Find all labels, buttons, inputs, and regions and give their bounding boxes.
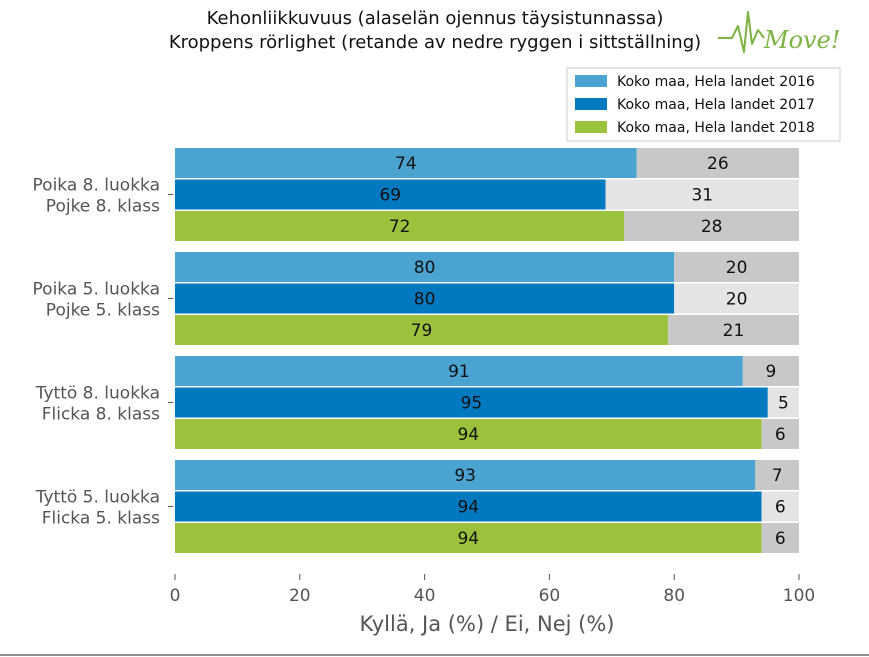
x-tick-label: 60	[539, 586, 561, 606]
legend-box	[566, 67, 841, 142]
bar-no	[767, 387, 799, 418]
bar-yes	[175, 211, 625, 241]
x-axis-label: Kyllä, Ja (%) / Ei, Nej (%)	[360, 612, 615, 636]
legend-swatch	[575, 75, 607, 87]
logo-text: Move!	[763, 26, 840, 54]
chart-title-line-2: Kroppens rörlighet (retande av nedre ryg…	[169, 32, 701, 53]
bar-no-value-label: 20	[726, 290, 748, 310]
category-label-sv: Flicka 8. klass	[42, 405, 160, 425]
bar-yes-value-label: 91	[448, 362, 470, 382]
bar-yes-value-label: 72	[389, 217, 411, 237]
bar-yes-value-label: 69	[379, 186, 401, 206]
bar-yes	[175, 283, 675, 314]
bar-no-value-label: 31	[691, 186, 713, 206]
bar-no	[605, 179, 799, 210]
bar-yes	[175, 387, 768, 418]
legend-label: Koko maa, Hela landet 2016	[617, 74, 815, 90]
bar-yes-value-label: 94	[457, 529, 479, 549]
x-tick-label: 0	[170, 586, 181, 606]
bar-no	[636, 148, 799, 178]
bar-no-value-label: 28	[701, 217, 723, 237]
category-label-fi: Poika 5. luokka	[33, 280, 160, 300]
bar-no	[742, 356, 799, 386]
chart-title: Kehonliikkuvuus (alaselän ojennus täysis…	[169, 8, 701, 53]
bar-yes	[175, 252, 675, 282]
x-tick-label: 40	[414, 586, 436, 606]
bar-yes	[175, 356, 743, 386]
bar-yes-value-label: 79	[411, 321, 433, 341]
bar-no	[761, 419, 799, 449]
x-tick-label: 20	[289, 586, 311, 606]
x-axis: 0 20 40 60 80 100	[170, 574, 815, 606]
logo-heartbeat-mark	[718, 11, 765, 53]
bars: 74 26 69 31 72 28 80 20 80 20 79 21 91 9 95 5 94 6 93 7 94 6 9…	[175, 148, 799, 553]
bar-yes	[175, 460, 756, 490]
legend-label: Koko maa, Hela landet 2017	[617, 97, 815, 113]
x-tick-label: 80	[663, 586, 685, 606]
bar-yes	[175, 179, 606, 210]
bar-no-value-label: 20	[726, 258, 748, 278]
bar-no-value-label: 6	[775, 425, 786, 445]
category-label-sv: Flicka 5. klass	[42, 509, 160, 529]
bar-yes	[175, 419, 762, 449]
bar-no-value-label: 26	[707, 154, 729, 174]
legend-label: Koko maa, Hela landet 2018	[617, 120, 815, 136]
legend-swatch	[575, 121, 607, 133]
category-label-fi: Tyttö 8. luokka	[35, 384, 160, 404]
bar-no	[674, 252, 799, 282]
x-tick-label: 100	[783, 586, 815, 606]
bar-no-value-label: 6	[775, 498, 786, 518]
bar-no	[667, 315, 799, 345]
category-label-fi: Tyttö 5. luokka	[35, 488, 160, 508]
move-logo: Move!	[718, 11, 840, 54]
bar-no	[761, 491, 799, 522]
bar-yes-value-label: 74	[395, 154, 417, 174]
bar-yes-value-label: 93	[454, 466, 476, 486]
bar-yes-value-label: 80	[414, 258, 436, 278]
bar-no-value-label: 6	[775, 529, 786, 549]
bar-no	[761, 523, 799, 553]
bar-yes-value-label: 94	[457, 425, 479, 445]
bar-yes	[175, 491, 762, 522]
bar-yes	[175, 523, 762, 553]
category-label-sv: Pojke 5. klass	[46, 301, 160, 321]
legend: Koko maa, Hela landet 2016 Koko maa, Hela…	[566, 67, 841, 142]
bar-no-value-label: 5	[778, 394, 789, 414]
legend-swatch	[575, 98, 607, 110]
bar-yes-value-label: 80	[414, 290, 436, 310]
bar-no	[624, 211, 799, 241]
chart-title-line-1: Kehonliikkuvuus (alaselän ojennus täysis…	[207, 8, 664, 29]
bar-yes-value-label: 94	[457, 498, 479, 518]
bar-no-value-label: 21	[723, 321, 745, 341]
bar-no-value-label: 7	[772, 466, 783, 486]
category-label-fi: Poika 8. luokka	[33, 176, 160, 196]
bar-no-value-label: 9	[766, 362, 777, 382]
bar-yes	[175, 148, 637, 178]
bar-yes	[175, 315, 668, 345]
bar-no	[674, 283, 799, 314]
bar-no	[755, 460, 799, 490]
category-label-sv: Pojke 8. klass	[46, 197, 160, 217]
bar-yes-value-label: 95	[461, 394, 483, 414]
